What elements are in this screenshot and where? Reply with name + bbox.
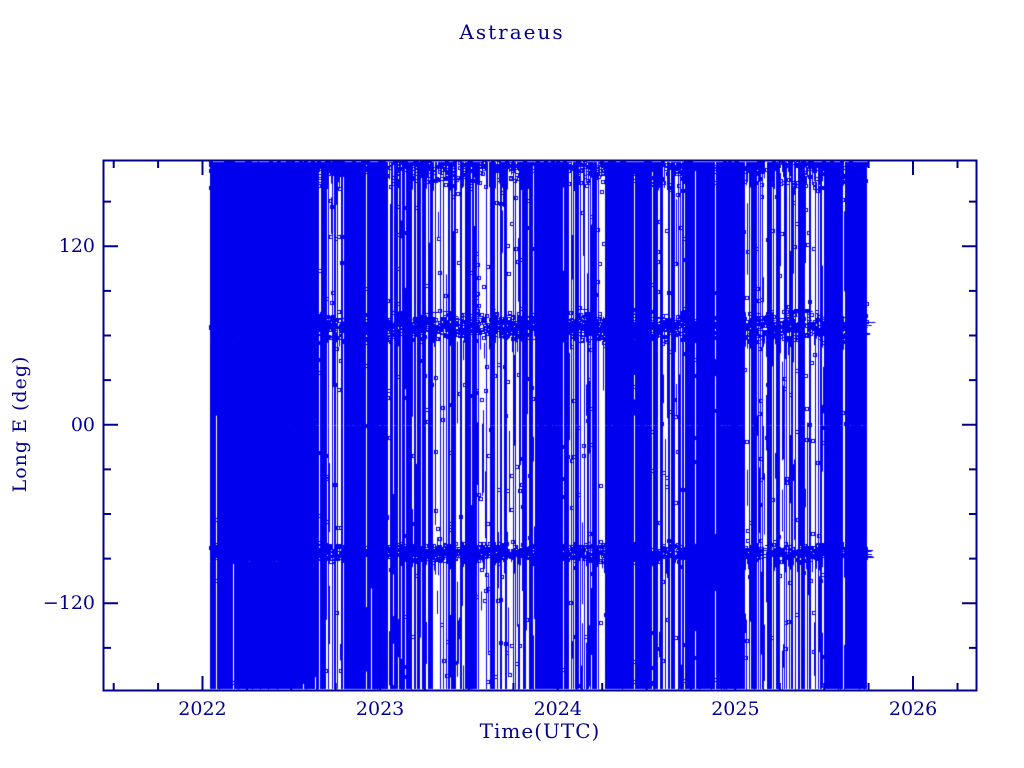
x-tick-label-2022: 2022 <box>178 698 227 720</box>
y-tick-label-0: 00 <box>70 413 95 436</box>
x-tick-label-2025: 2025 <box>711 698 760 720</box>
y-tick-label--120: −120 <box>42 592 95 615</box>
x-axis-label: Time(UTC) <box>479 719 601 743</box>
plot-border <box>102 159 978 692</box>
plot-title: Astraeus <box>459 20 565 44</box>
plot-data-canvas <box>104 161 976 690</box>
y-tick-label-120: 120 <box>58 235 95 258</box>
x-tick-label-2023: 2023 <box>355 698 405 720</box>
x-tick-label-2026: 2026 <box>888 698 938 720</box>
x-tick-label-2024: 2024 <box>533 698 582 720</box>
